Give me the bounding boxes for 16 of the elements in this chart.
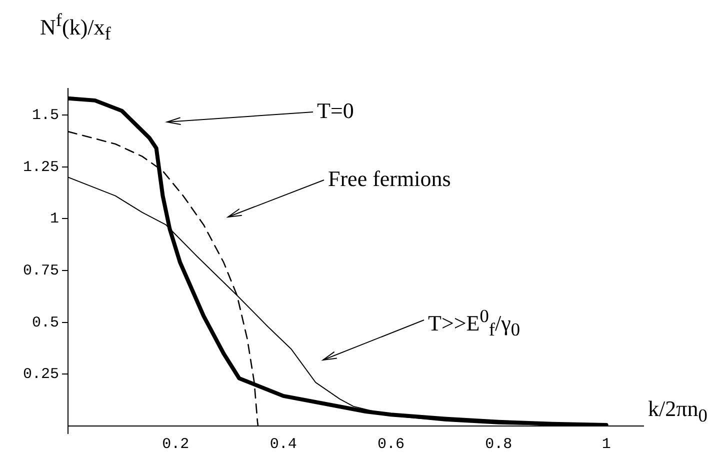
x-tick-label: 0.8 [485,436,512,453]
y-tick-label: 1 [50,210,60,228]
x-tick-label: 1 [602,436,611,453]
annotation: Free fermions [328,166,451,192]
y-axis-title: N$^{f}$(k)/x$_{f}$ [40,10,111,45]
x-tick-label: 0.4 [270,436,297,453]
annotation: T=0 [317,98,354,124]
x-tick-label: 0.2 [162,436,190,453]
x-axis-title: k/2πn$_{0}$ [648,396,708,426]
x-tick-label: 0.6 [377,436,404,453]
y-tick-label: 1.25 [22,158,60,176]
y-tick-label: 1.5 [32,106,60,124]
y-tick-label: 0.5 [32,314,60,332]
annotation: T>>E$^{0}$$_{f}$/γ$_{0}$ [428,306,520,341]
y-tick-label: 0.75 [22,262,60,280]
y-tick-label: 0.25 [22,366,60,384]
